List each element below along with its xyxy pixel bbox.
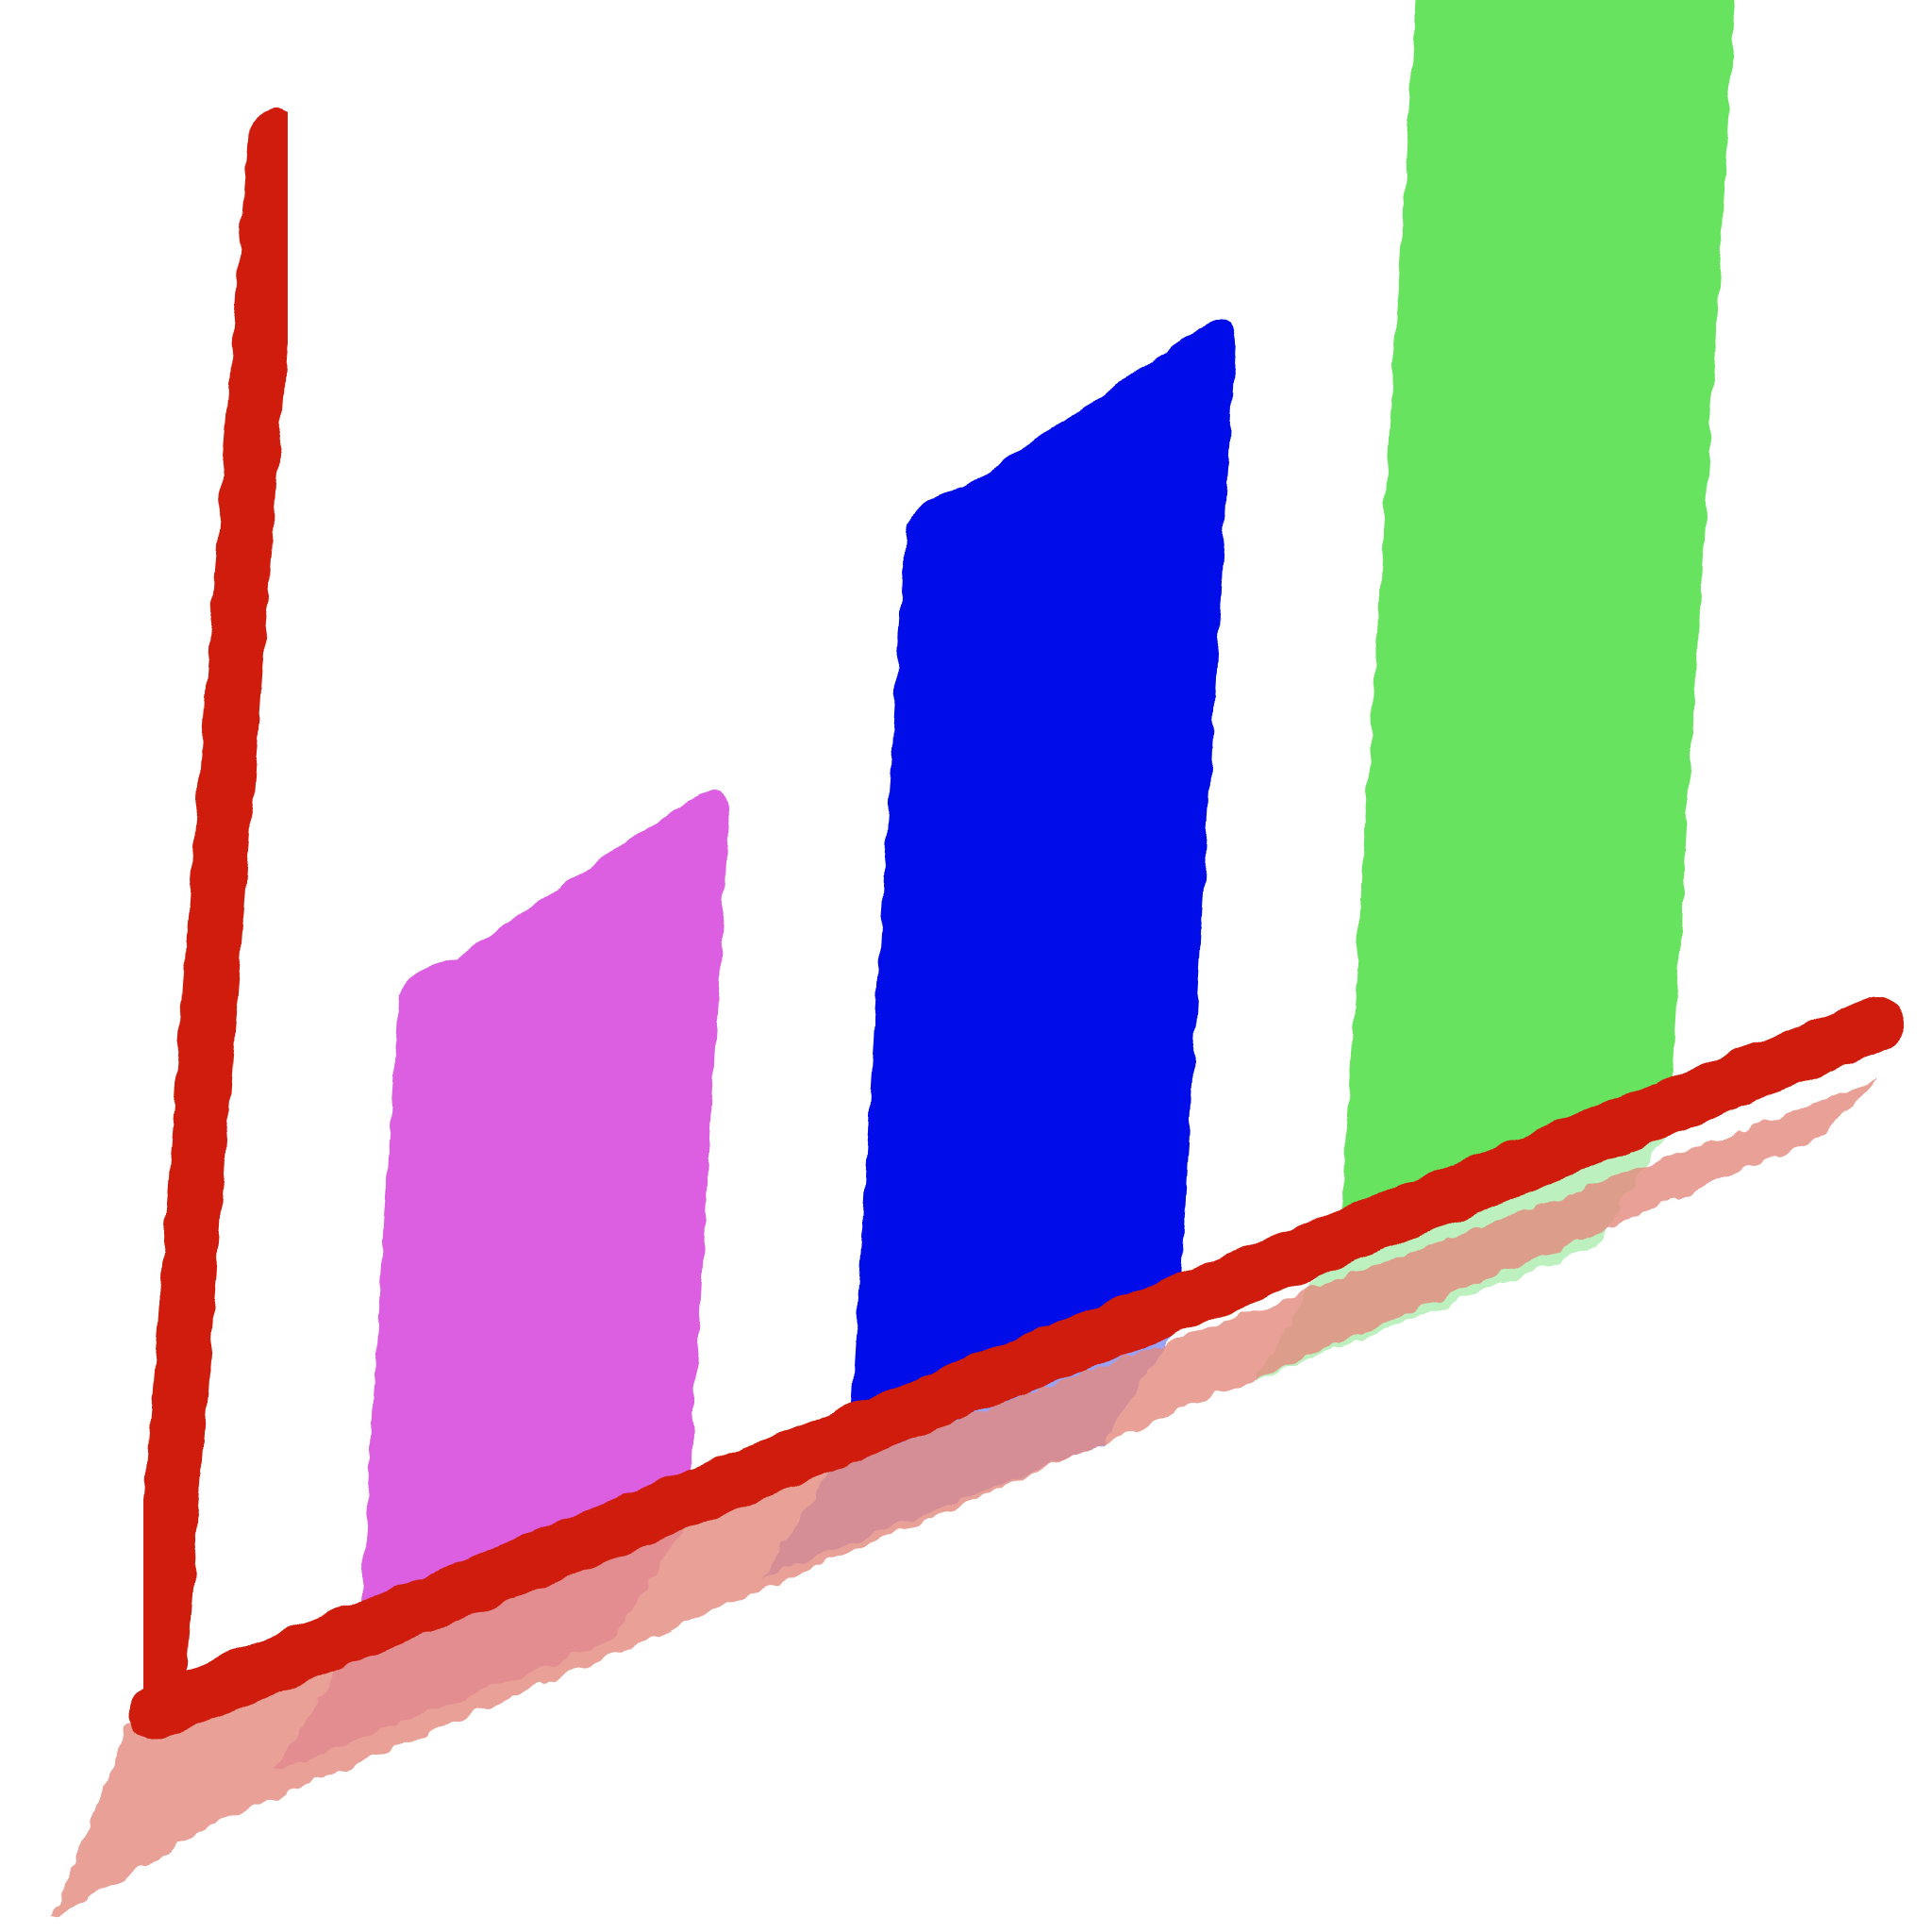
axis-shadow xyxy=(52,1080,1877,1920)
x-axis xyxy=(128,996,1905,1740)
bar-2 xyxy=(849,319,1237,1442)
bar-1 xyxy=(358,788,729,1639)
bar-shadows xyxy=(52,1080,1877,1920)
bars xyxy=(358,0,1736,1639)
axes xyxy=(128,109,1905,1740)
bar-3 xyxy=(1340,0,1736,1246)
y-axis xyxy=(128,109,303,1740)
